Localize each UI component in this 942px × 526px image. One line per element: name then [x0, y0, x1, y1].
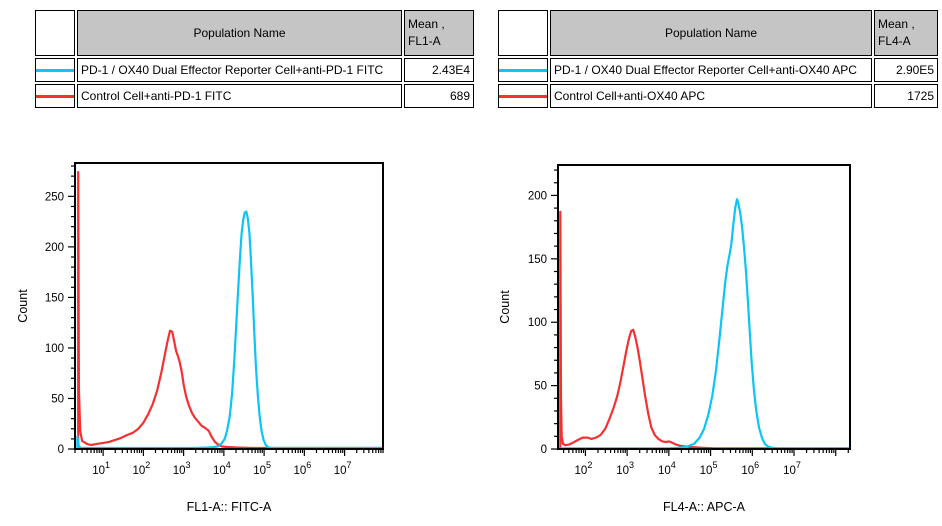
- x-tick-label: 105: [700, 460, 718, 477]
- population-name-header: Population Name: [550, 10, 872, 56]
- swatch-cell: [498, 58, 548, 82]
- plot-frame: [74, 162, 384, 450]
- table-header-row: Population Name Mean , FL4-A: [498, 10, 938, 56]
- table-row: Control Cell+anti-PD-1 FITC 689: [35, 84, 474, 108]
- legend-table-apc: Population Name Mean , FL4-A PD-1 / OX40…: [496, 8, 940, 110]
- y-tick-label: 150: [45, 292, 64, 304]
- swatch-header-cell: [498, 10, 548, 56]
- x-tick-label: 104: [213, 460, 231, 477]
- x-tick-label: 101: [92, 460, 110, 477]
- x-axis-label: FL4-A:: APC-A: [663, 500, 746, 514]
- x-tick-label: 103: [616, 460, 634, 477]
- mean-header: Mean , FL4-A: [874, 10, 938, 56]
- reporter-curve: [76, 210, 385, 451]
- swatch-cell: [498, 84, 548, 108]
- histogram-fitc: 0 50 100 150 200 250 101 102 103 104 105 106 107 FL1-…: [16, 162, 385, 514]
- population-name: Control Cell+anti-OX40 APC: [550, 84, 872, 108]
- mean-value: 1725: [874, 84, 938, 108]
- table-row: Control Cell+anti-OX40 APC 1725: [498, 84, 938, 108]
- x-tick-label: 103: [173, 460, 191, 477]
- x-tick-label: 102: [575, 460, 593, 477]
- control-swatch-line: [499, 94, 547, 98]
- x-tick-label: 107: [334, 460, 352, 477]
- reporter-swatch-line: [499, 68, 547, 72]
- swatch-cell: [35, 58, 75, 82]
- reporter-curve: [556, 198, 852, 450]
- control-curve: [559, 210, 852, 450]
- reporter-swatch-line: [36, 68, 74, 72]
- y-tick-label: 200: [528, 190, 547, 202]
- population-name: PD-1 / OX40 Dual Effector Reporter Cell+…: [77, 58, 402, 82]
- mean-header-line2: FL4-A: [878, 34, 911, 48]
- mean-header-line1: Mean ,: [408, 16, 445, 31]
- x-tick-label: 106: [293, 460, 311, 477]
- y-tick-label: 100: [528, 317, 547, 329]
- mean-header-line2: FL1-A: [408, 34, 441, 48]
- y-tick-label: 150: [528, 254, 547, 266]
- mean-header: Mean , FL1-A: [404, 10, 474, 56]
- x-tick-label: 102: [132, 460, 150, 477]
- mean-value: 2.43E4: [404, 58, 474, 82]
- x-tick-label: 106: [741, 460, 759, 477]
- swatch-header-cell: [35, 10, 75, 56]
- x-axis-label: FL1-A:: FITC-A: [187, 500, 272, 514]
- population-name-header: Population Name: [77, 10, 402, 56]
- y-tick-label: 0: [541, 444, 547, 456]
- control-curve: [77, 170, 385, 450]
- mean-value: 2.90E5: [874, 58, 938, 82]
- control-swatch-line: [36, 94, 74, 98]
- mean-value: 689: [404, 84, 474, 108]
- plot-frame: [557, 164, 851, 450]
- table-row: PD-1 / OX40 Dual Effector Reporter Cell+…: [498, 58, 938, 82]
- y-tick-label: 50: [534, 381, 547, 393]
- population-name: Control Cell+anti-PD-1 FITC: [77, 84, 402, 108]
- y-tick-label: 50: [51, 393, 64, 405]
- table-row: PD-1 / OX40 Dual Effector Reporter Cell+…: [35, 58, 474, 82]
- table-header-row: Population Name Mean , FL1-A: [35, 10, 474, 56]
- y-tick-label: 200: [45, 242, 64, 254]
- y-axis-label: Count: [498, 290, 512, 324]
- y-tick-label: 100: [45, 343, 64, 355]
- mean-header-line1: Mean ,: [878, 16, 915, 31]
- y-tick-label: 0: [58, 444, 64, 456]
- x-tick-label: 107: [783, 460, 801, 477]
- y-axis-label: Count: [16, 289, 30, 323]
- swatch-cell: [35, 84, 75, 108]
- x-tick-label: 104: [658, 460, 676, 477]
- x-tick-label: 105: [253, 460, 271, 477]
- y-tick-label: 250: [45, 191, 64, 203]
- population-name: PD-1 / OX40 Dual Effector Reporter Cell+…: [550, 58, 872, 82]
- legend-table-fitc: Population Name Mean , FL1-A PD-1 / OX40…: [33, 8, 476, 110]
